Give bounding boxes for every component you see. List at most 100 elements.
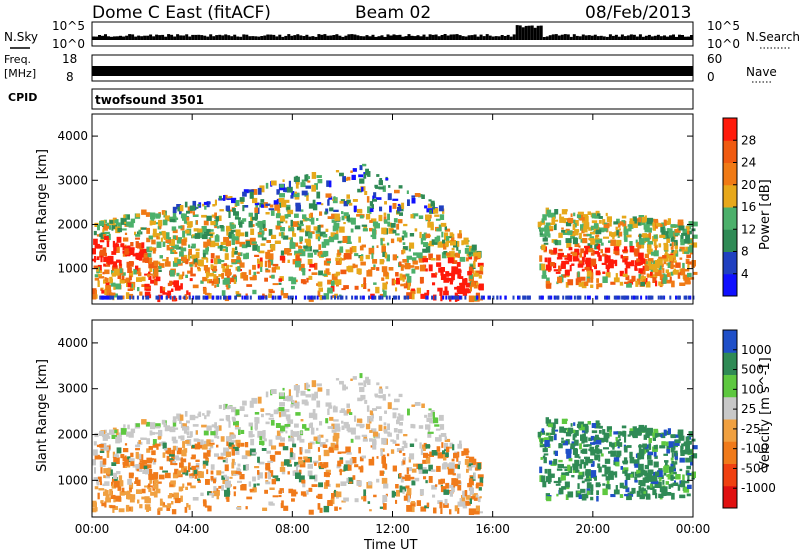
velocity-cell [341,425,345,430]
power-cell [577,295,580,300]
velocity-cell [101,502,107,507]
power-cell [671,249,675,253]
velocity-cell [411,501,415,504]
velocity-cell [100,501,103,504]
power-cell [121,275,125,281]
velocity-cell [670,447,675,453]
power-cell [654,245,657,253]
velocity-cell [239,474,245,480]
power-cell [189,262,192,266]
velocity-cell [368,481,372,486]
velocity-cell [432,412,435,419]
velocity-cell [265,481,271,485]
power-cell [146,227,150,234]
velocity-cell [231,448,235,456]
power-cell [679,248,682,252]
power-cell [241,244,248,249]
sky-noise-bar [248,36,252,40]
power-cell [174,257,179,263]
velocity-cell [396,420,400,424]
velocity-cell [236,467,240,472]
power-cell [652,222,655,228]
power-cell [385,177,389,181]
velocity-cell [239,406,245,411]
velocity-cell [212,491,219,497]
power-cell [221,290,226,296]
power-cell [473,285,478,289]
velocity-cell [250,438,255,446]
velocity-cell [647,454,652,460]
power-cell [219,295,222,300]
velocity-cell [185,470,189,476]
power-cell [382,251,387,257]
power-cell [423,242,429,247]
power-cell [325,228,329,232]
power-cell [223,246,227,249]
power-cell [333,222,340,229]
velocity-cell [424,505,429,509]
power-cell [577,263,584,268]
velocity-cell [122,457,128,461]
power-cell [621,295,624,300]
power-cell [539,233,546,237]
velocity-cell [195,459,200,462]
velocity-cell [616,431,622,435]
power-cell [414,193,421,197]
velocity-cell [412,424,416,429]
velocity-cell [144,504,151,510]
velocity-cell [462,503,468,509]
velocity-cell [92,500,97,508]
velocity-cell [136,489,142,494]
power-cell [663,219,667,226]
colorbar-segment [723,330,737,353]
velocity-cell [383,503,387,510]
power-cell [141,242,145,249]
power-cell [444,226,447,230]
power-cell [631,275,636,282]
velocity-cell [685,444,690,451]
power-cell [546,283,552,289]
sky-noise-bar [236,36,240,40]
power-cell [588,238,594,241]
power-cell [540,295,543,300]
power-cell [546,222,549,225]
velocity-cell [111,478,115,483]
velocity-cell [312,460,319,464]
power-cell [368,295,370,300]
power-cell [628,224,634,229]
sky-noise-bar [542,37,546,40]
power-cell [241,295,244,300]
power-cell [464,295,467,300]
power-cell [119,295,122,300]
power-cell [314,183,318,190]
power-cell [337,240,342,244]
velocity-cell [401,486,407,492]
velocity-cell [118,475,123,480]
power-cell [443,277,450,283]
velocity-cell [457,451,460,458]
velocity-cell [622,467,629,472]
power-cell [155,213,161,218]
velocity-cell [662,489,667,496]
velocity-cell [566,428,569,434]
power-cell [93,230,97,236]
power-cell [289,237,293,243]
power-cell [619,281,624,286]
power-cell [127,288,133,291]
velocity-cell [116,447,122,454]
power-cell [191,254,196,259]
velocity-cell [190,431,193,438]
power-cell [361,224,368,227]
velocity-cell [148,488,152,493]
power-cell [103,219,107,224]
power-cell [291,295,294,300]
power-cell [617,224,621,228]
power-cell [307,259,313,265]
power-cell [390,238,395,244]
power-cell [221,273,224,279]
power-cell [226,231,229,236]
power-cell [407,199,410,206]
velocity-cell [375,395,381,398]
power-cell [109,292,116,296]
power-cell [188,221,191,227]
